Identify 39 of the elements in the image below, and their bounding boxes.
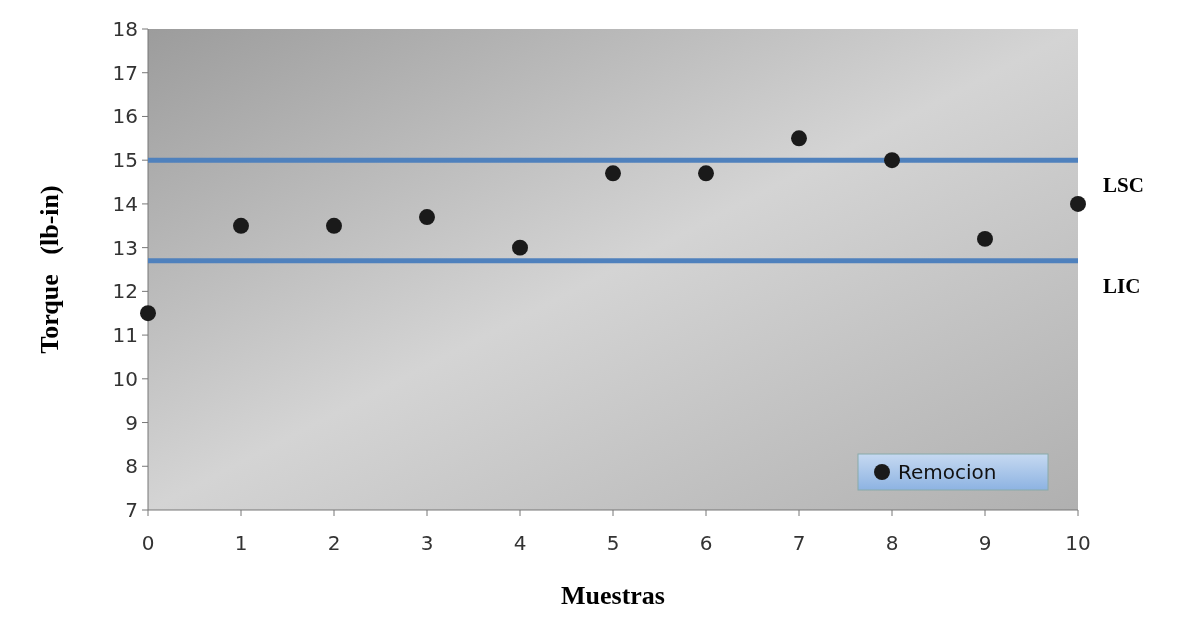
point (1070, 195, 1086, 212)
point (233, 217, 249, 234)
y-tick-label: 7 (125, 498, 138, 522)
x-tick-label: 5 (606, 531, 620, 555)
point (977, 230, 993, 247)
y-tick-label: 14 (112, 191, 138, 216)
point (884, 152, 900, 169)
y-tick-label: 16 (112, 104, 138, 129)
x-tick-label: 7 (792, 531, 806, 555)
point (419, 209, 435, 225)
point (326, 217, 342, 234)
y-tick-label: 11 (112, 323, 138, 348)
legend-label: Remocion (898, 460, 997, 484)
point (140, 305, 156, 322)
y-axis-title: Torque (lb-in) (35, 185, 64, 354)
y-tick-label: 13 (112, 235, 138, 260)
x-tick-label: 4 (513, 531, 527, 555)
x-tick-label: 10 (1065, 531, 1091, 555)
y-tick-label: 17 (112, 60, 138, 85)
x-tick-label: 6 (699, 531, 713, 555)
y-tick-label: 12 (112, 279, 138, 304)
x-tick-label: 3 (420, 531, 434, 555)
y-tick-label: 9 (125, 410, 138, 435)
x-tick-label: 8 (885, 531, 899, 555)
x-tick-label: 2 (327, 531, 341, 555)
point (605, 165, 621, 182)
x-tick-label: 0 (141, 531, 155, 555)
ref-line-label: LIC (1103, 273, 1141, 298)
y-tick-label: 8 (125, 454, 138, 479)
point (698, 165, 714, 182)
x-axis-title: Muestras (561, 581, 665, 610)
y-tick-label: 15 (112, 148, 138, 173)
y-tick-label: 18 (112, 17, 138, 41)
y-tick-label: 10 (112, 366, 138, 391)
point (791, 130, 807, 147)
x-tick-label: 1 (234, 531, 248, 555)
point (512, 239, 528, 256)
x-tick-label: 9 (978, 531, 992, 555)
ref-line-label: LSC (1103, 173, 1144, 198)
